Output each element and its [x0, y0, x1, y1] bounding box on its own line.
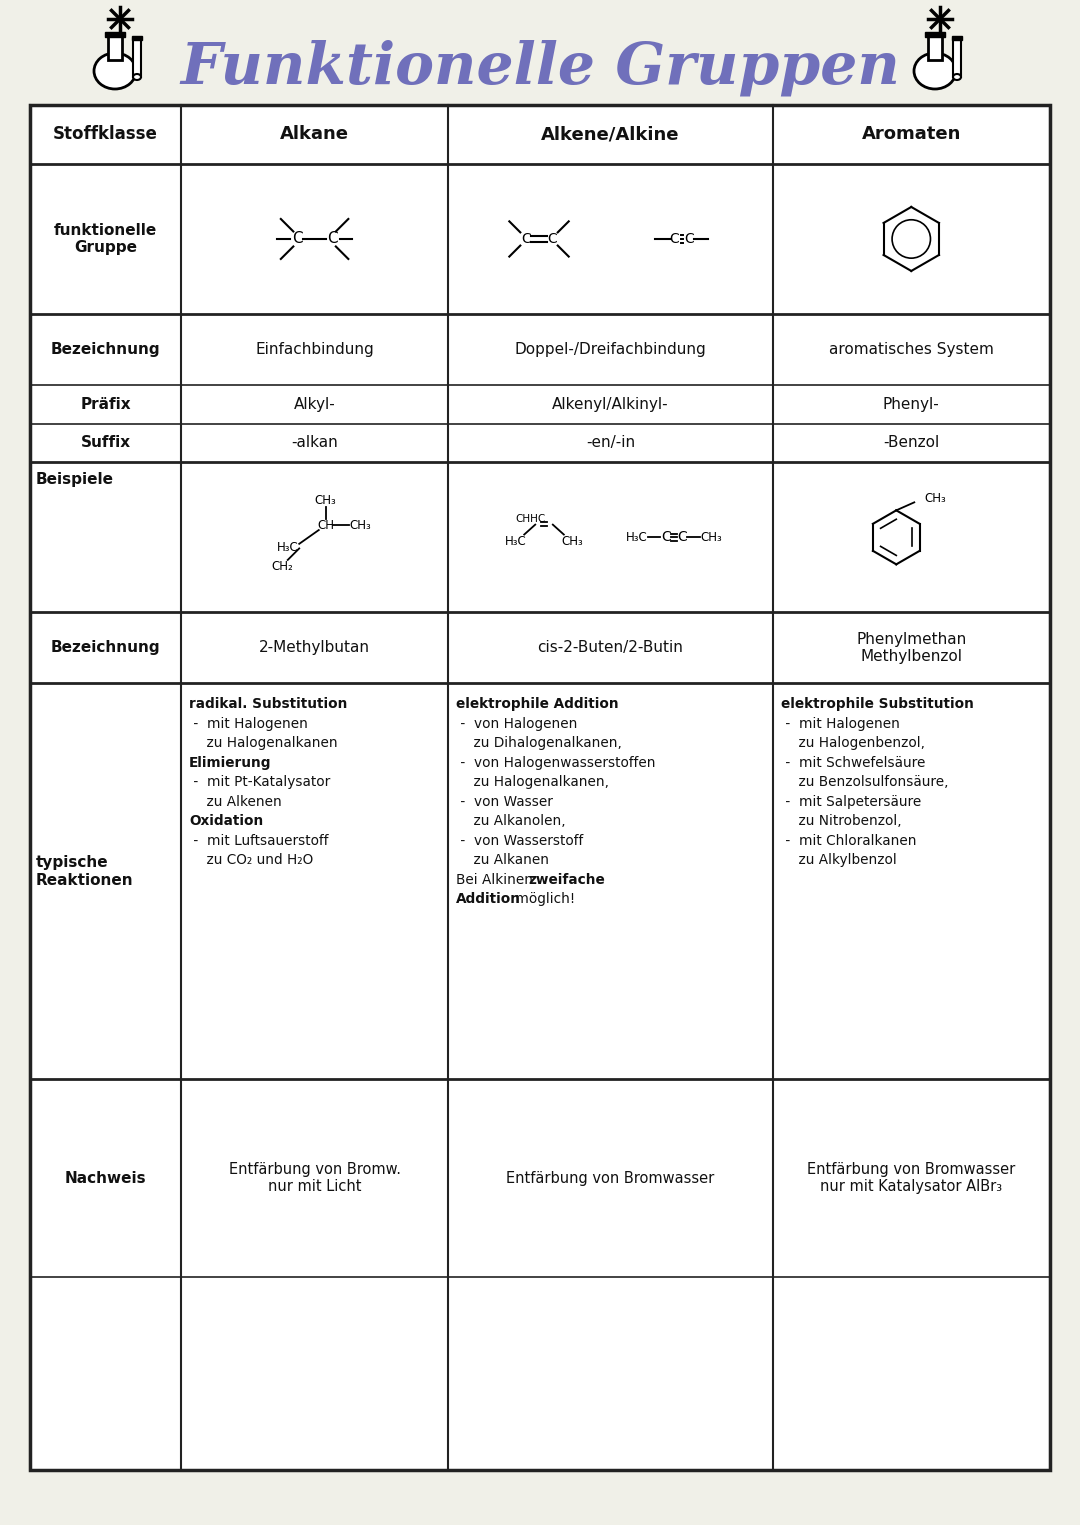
Text: Entfärbung von Bromw.
nur mit Licht: Entfärbung von Bromw. nur mit Licht [229, 1162, 401, 1194]
Text: Alkenyl/Alkinyl-: Alkenyl/Alkinyl- [552, 396, 669, 412]
Text: zu Alkylbenzol: zu Alkylbenzol [781, 854, 896, 868]
Bar [105, 32, 125, 37]
Bar [132, 37, 141, 40]
Text: Elimierung: Elimierung [189, 756, 271, 770]
Text: CH₃: CH₃ [314, 494, 337, 506]
Text: -alkan: -alkan [292, 436, 338, 450]
Text: -en/-in: -en/-in [585, 436, 635, 450]
Text: Bezeichnung: Bezeichnung [51, 342, 160, 357]
Text: 2-Methylbutan: 2-Methylbutan [259, 640, 370, 656]
Bar [133, 40, 141, 76]
Text: -  mit Halogenen: - mit Halogenen [189, 717, 308, 730]
Text: CH₃: CH₃ [562, 535, 583, 547]
Text: Entfärbung von Bromwasser
nur mit Katalysator AlBr₃: Entfärbung von Bromwasser nur mit Kataly… [807, 1162, 1015, 1194]
Text: C: C [661, 531, 671, 544]
Text: -  mit Chloralkanen: - mit Chloralkanen [781, 834, 916, 848]
Text: -  mit Halogenen: - mit Halogenen [781, 717, 900, 730]
Text: Doppel-/Dreifachbindung: Doppel-/Dreifachbindung [514, 342, 706, 357]
Text: C: C [521, 232, 530, 246]
Text: -Benzol: -Benzol [883, 436, 940, 450]
Text: typische
Reaktionen: typische Reaktionen [36, 856, 134, 888]
Text: funktionelle
Gruppe: funktionelle Gruppe [54, 223, 157, 255]
Text: Einfachbindung: Einfachbindung [255, 342, 374, 357]
Text: Alkane: Alkane [280, 125, 349, 143]
Circle shape [118, 17, 122, 21]
Text: radikal. Substitution: radikal. Substitution [189, 697, 348, 712]
Text: zu Benzolsulfonsäure,: zu Benzolsulfonsäure, [781, 776, 948, 790]
Text: Bezeichnung: Bezeichnung [51, 640, 160, 656]
Text: zu Nitrobenzol,: zu Nitrobenzol, [781, 814, 901, 828]
Text: Stoffklasse: Stoffklasse [53, 125, 158, 143]
Text: -  mit Luftsauerstoff: - mit Luftsauerstoff [189, 834, 328, 848]
Text: Oxidation: Oxidation [189, 814, 264, 828]
Text: C: C [548, 232, 557, 246]
Text: Suffix: Suffix [80, 436, 131, 450]
Text: CH₃: CH₃ [701, 531, 723, 544]
Text: -  von Wasser: - von Wasser [456, 795, 553, 808]
Bar [108, 37, 122, 59]
Text: C: C [327, 232, 337, 247]
Text: -  von Wasserstoff: - von Wasserstoff [456, 834, 583, 848]
Text: C: C [292, 232, 302, 247]
Text: zu Dihalogenalkanen,: zu Dihalogenalkanen, [456, 737, 622, 750]
Text: Phenylmethan
Methylbenzol: Phenylmethan Methylbenzol [856, 631, 967, 665]
Text: Addition: Addition [456, 892, 522, 906]
Ellipse shape [133, 75, 141, 79]
Text: -  mit Pt-Katalysator: - mit Pt-Katalysator [189, 776, 330, 790]
Circle shape [937, 17, 943, 21]
Text: zu Halogenbenzol,: zu Halogenbenzol, [781, 737, 924, 750]
Bar [30, 105, 1050, 1470]
Text: CH₃: CH₃ [349, 518, 372, 532]
Text: -  mit Salpetersäure: - mit Salpetersäure [781, 795, 921, 808]
Text: zu Halogenalkanen: zu Halogenalkanen [189, 737, 338, 750]
Text: C: C [684, 232, 693, 246]
Text: Funktionelle Gruppen: Funktionelle Gruppen [180, 40, 900, 96]
Text: CHHC: CHHC [515, 514, 546, 525]
Text: Präfix: Präfix [80, 396, 131, 412]
Text: -  mit Schwefelsäure: - mit Schwefelsäure [781, 756, 924, 770]
Bar [953, 40, 961, 76]
Text: zu Alkenen: zu Alkenen [189, 795, 282, 808]
Text: CH₂: CH₂ [271, 560, 293, 573]
Text: Nachweis: Nachweis [65, 1171, 146, 1186]
Text: Bei Alkinen: Bei Alkinen [456, 872, 538, 888]
Text: Beispiele: Beispiele [36, 473, 114, 486]
Text: zu Alkanen: zu Alkanen [456, 854, 550, 868]
Text: H₃C: H₃C [504, 535, 526, 547]
Text: Phenyl-: Phenyl- [883, 396, 940, 412]
Bar [924, 32, 945, 37]
Text: CH: CH [318, 518, 334, 532]
Text: aromatisches System: aromatisches System [828, 342, 994, 357]
Text: -  von Halogenen: - von Halogenen [456, 717, 578, 730]
Text: zu CO₂ und H₂O: zu CO₂ und H₂O [189, 854, 313, 868]
Text: Aromaten: Aromaten [862, 125, 961, 143]
Ellipse shape [914, 53, 956, 88]
Text: zweifache: zweifache [528, 872, 605, 888]
Text: C: C [670, 232, 679, 246]
Text: Alkyl-: Alkyl- [294, 396, 336, 412]
Text: möglich!: möglich! [511, 892, 576, 906]
Bar [951, 37, 962, 40]
Text: H₃C: H₃C [276, 541, 298, 554]
Bar [30, 105, 1050, 1470]
Text: zu Alkanolen,: zu Alkanolen, [456, 814, 566, 828]
Text: Alkene/Alkine: Alkene/Alkine [541, 125, 679, 143]
Bar [928, 37, 942, 59]
Text: cis-2-Buten/2-Butin: cis-2-Buten/2-Butin [538, 640, 684, 656]
Text: Entfärbung von Bromwasser: Entfärbung von Bromwasser [507, 1171, 715, 1186]
Text: C: C [677, 531, 687, 544]
Text: -  von Halogenwasserstoffen: - von Halogenwasserstoffen [456, 756, 656, 770]
Text: zu Halogenalkanen,: zu Halogenalkanen, [456, 776, 609, 790]
Text: CH₃: CH₃ [924, 493, 946, 505]
Text: elektrophile Addition: elektrophile Addition [456, 697, 619, 712]
Text: elektrophile Substitution: elektrophile Substitution [781, 697, 973, 712]
Text: H₃C: H₃C [626, 531, 648, 544]
Ellipse shape [94, 53, 136, 88]
Ellipse shape [953, 75, 961, 79]
